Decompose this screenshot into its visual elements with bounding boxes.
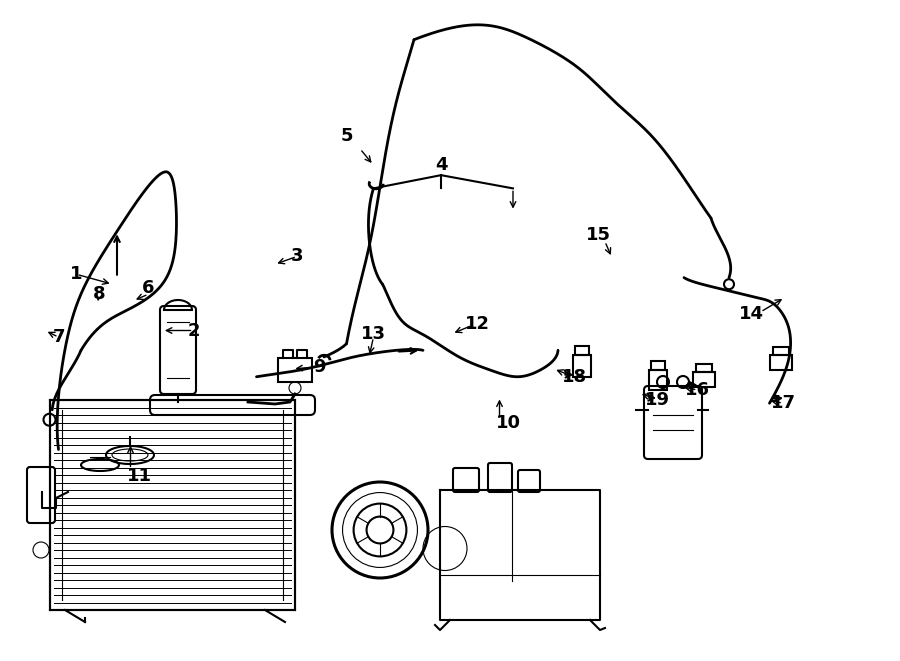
Text: 3: 3 (291, 247, 303, 266)
Text: 6: 6 (142, 278, 155, 297)
Bar (696, 364, 712, 372)
Text: 12: 12 (464, 315, 490, 333)
Text: 1: 1 (70, 265, 83, 284)
Text: 18: 18 (562, 368, 587, 386)
Bar (573, 355, 591, 377)
Text: 5: 5 (340, 126, 353, 145)
Text: 7: 7 (52, 328, 65, 346)
Text: 2: 2 (187, 321, 200, 340)
Bar (575, 346, 589, 355)
Bar (50, 400, 295, 610)
Text: 4: 4 (435, 156, 447, 175)
Bar (649, 370, 667, 390)
Text: 17: 17 (770, 394, 796, 412)
Text: 19: 19 (644, 391, 670, 409)
Text: 10: 10 (496, 414, 521, 432)
Text: 13: 13 (361, 325, 386, 343)
Bar (773, 347, 789, 355)
Bar (651, 361, 665, 370)
Text: 14: 14 (739, 305, 764, 323)
Text: 11: 11 (127, 467, 152, 485)
Text: 8: 8 (93, 285, 105, 303)
Text: 16: 16 (685, 381, 710, 399)
Text: 15: 15 (586, 225, 611, 244)
Bar (278, 358, 312, 382)
Bar (693, 372, 715, 387)
Bar (770, 355, 792, 370)
Text: 9: 9 (313, 358, 326, 376)
